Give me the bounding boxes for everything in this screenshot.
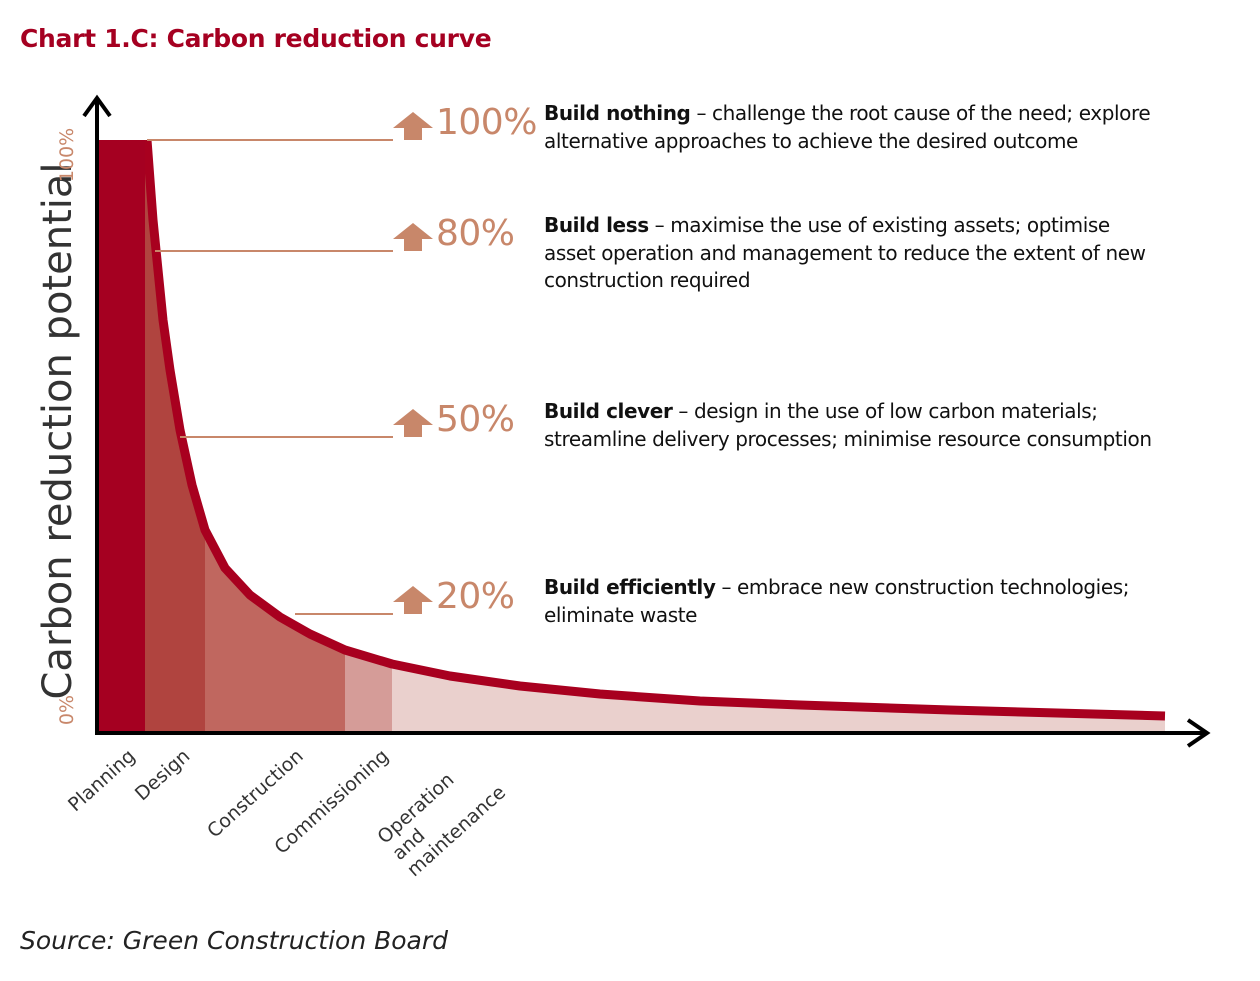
- up-arrow-icon: [393, 223, 433, 251]
- x-axis-arrow-icon: [1186, 718, 1211, 748]
- stage-band-operation-and-maintenance: [392, 664, 1165, 731]
- chart-title: Chart 1.C: Carbon reduction curve: [20, 24, 492, 53]
- planning-bar: [97, 140, 145, 731]
- y-tick-100: 100%: [56, 128, 78, 182]
- level-lead: Build less: [544, 213, 649, 237]
- level-description-line: asset operation and management to reduce…: [544, 240, 1146, 265]
- y-axis-arrow-icon: [82, 94, 112, 118]
- level-description-line: – design in the use of low carbon materi…: [678, 399, 1098, 423]
- level-description: Build less – maximise the use of existin…: [544, 212, 1146, 295]
- source-note: Source: Green Construction Board: [20, 926, 449, 955]
- level-lead: Build nothing: [544, 101, 691, 125]
- level-percent: 50%: [436, 399, 515, 440]
- level-description: Build efficiently – embrace new construc…: [544, 574, 1129, 629]
- stage-band-construction: [205, 530, 345, 731]
- level-description-line: eliminate waste: [544, 602, 698, 627]
- level-description: Build nothing – challenge the root cause…: [544, 100, 1151, 155]
- level-description-line: alternative approaches to achieve the de…: [544, 128, 1078, 153]
- up-arrow-icon: [393, 112, 433, 140]
- level-percent: 80%: [436, 213, 515, 254]
- up-arrow-icon: [393, 409, 433, 437]
- y-tick-0: 0%: [56, 695, 78, 725]
- level-description-line: streamline delivery processes; minimise …: [544, 426, 1152, 451]
- level-description-line: – maximise the use of existing assets; o…: [654, 213, 1111, 237]
- y-axis-label: Carbon reduction potential: [35, 163, 81, 700]
- level-description-line: construction required: [544, 268, 751, 292]
- level-description-line: – embrace new construction technologies;: [721, 575, 1130, 599]
- stage-band-commissioning: [345, 650, 392, 731]
- level-lead: Build efficiently: [544, 575, 716, 599]
- level-lead: Build clever: [544, 399, 673, 423]
- level-description-line: – challenge the root cause of the need; …: [696, 101, 1151, 125]
- reduction-curve: [142, 139, 1166, 721]
- level-percent: 100%: [436, 102, 537, 143]
- level-percent: 20%: [436, 576, 515, 617]
- up-arrow-icon: [393, 586, 433, 614]
- level-description: Build clever – design in the use of low …: [544, 398, 1152, 453]
